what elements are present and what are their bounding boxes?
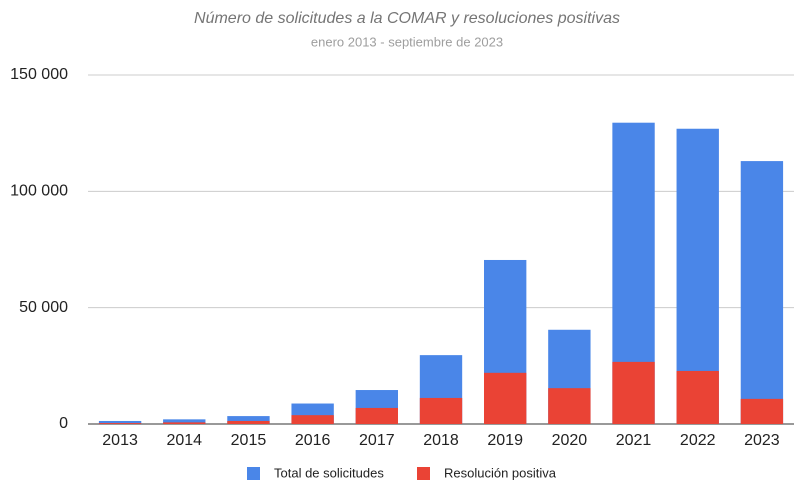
bar [548,388,591,424]
legend-label: Total de solicitudes [274,465,384,480]
x-tick-label: 2013 [102,432,138,449]
bar [291,415,334,424]
x-tick-label: 2017 [359,432,395,449]
x-tick-label: 2019 [487,432,523,449]
x-tick-label: 2021 [616,432,652,449]
y-tick-label: 100 000 [10,183,68,200]
x-tick-label: 2014 [166,432,202,449]
bar [676,370,719,424]
x-tick-label: 2016 [295,432,331,449]
bar [419,397,463,424]
chart-subtitle: enero 2013 - septiembre de 2023 [311,34,503,49]
x-tick-label: 2015 [231,432,267,449]
x-tick-label: 2022 [680,432,716,449]
bar [227,420,270,424]
legend-swatch [247,467,260,480]
bar [98,423,142,424]
bar [484,372,527,424]
bar [163,422,206,424]
x-tick-label: 2023 [744,432,780,449]
y-tick-label: 50 000 [19,299,68,316]
legend-label: Resolución positiva [444,465,557,480]
bar [355,407,398,424]
chart-title: Número de solicitudes a la COMAR y resol… [194,10,620,27]
y-tick-label: 150 000 [10,66,68,83]
legend-swatch [417,467,430,480]
bar [740,398,784,424]
bar [740,161,784,424]
x-tick-label: 2018 [423,432,459,449]
bar [227,416,270,424]
bar [612,361,655,424]
y-tick-label: 0 [59,415,68,432]
bar [163,419,206,424]
bar [98,420,142,424]
x-tick-label: 2020 [552,432,588,449]
